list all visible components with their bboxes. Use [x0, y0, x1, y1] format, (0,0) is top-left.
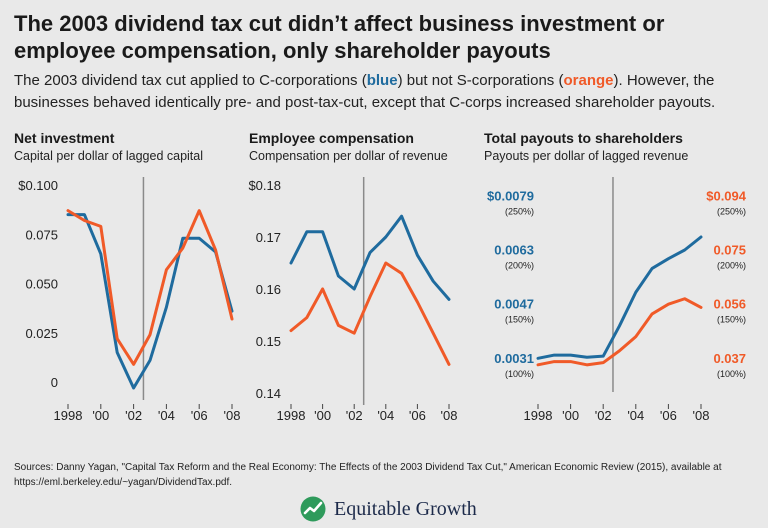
x-tick-label: '08 — [693, 408, 710, 423]
y-tick-pct-right: (150%) — [717, 315, 746, 325]
panel-1-subtitle: Capital per dollar of lagged capital — [14, 149, 204, 163]
panel-1-title: Net investment — [14, 130, 115, 146]
subtitle-part-2: ) but not S-corporations ( — [397, 72, 564, 89]
logo-icon — [300, 496, 326, 522]
x-tick-label: 1998 — [54, 408, 83, 423]
equitable-growth-logo: Equitable Growth — [300, 496, 477, 522]
y-tick-label: 0.14 — [256, 386, 281, 401]
sources-note: Sources: Danny Yagan, "Capital Tax Refor… — [14, 462, 722, 488]
y-tick-label-left: 0.0047 — [494, 297, 534, 312]
y-tick-pct-left: (200%) — [505, 260, 534, 270]
y-tick-label-left: 0.0063 — [494, 242, 534, 257]
y-tick-label: $0.18 — [248, 178, 281, 193]
x-tick-label: '06 — [191, 408, 208, 423]
x-tick-label: '02 — [346, 408, 363, 423]
series-line-s-corporations — [289, 261, 451, 366]
y-tick-label-left: $0.0079 — [487, 188, 534, 203]
series-line-c-corporations — [289, 214, 451, 301]
x-tick-label: '06 — [409, 408, 426, 423]
y-tick-label: 0.16 — [256, 282, 281, 297]
x-tick-label: '04 — [158, 408, 175, 423]
subtitle-part-1: The 2003 dividend tax cut applied to C-c… — [14, 72, 367, 89]
x-tick-label: '02 — [125, 408, 142, 423]
subtitle-part-3: ). However, the businesses behaved ident… — [14, 72, 716, 111]
series-line-c-corporations — [66, 213, 234, 390]
y-tick-label: 0.15 — [256, 334, 281, 349]
x-tick-label: '08 — [224, 408, 241, 423]
y-tick-label: 0 — [51, 375, 58, 390]
series-line-s-corporations — [66, 209, 234, 366]
x-tick-label: '04 — [377, 408, 394, 423]
chart-title: The 2003 dividend tax cut didn’t affect … — [14, 11, 665, 63]
y-tick-label: 0.025 — [25, 326, 58, 341]
y-tick-label: 0.17 — [256, 230, 281, 245]
x-tick-label: '04 — [627, 408, 644, 423]
panel-3-subtitle: Payouts per dollar of lagged revenue — [484, 149, 689, 163]
y-tick-label-right: 0.037 — [713, 351, 746, 366]
subtitle-orange-keyword: orange — [563, 72, 614, 89]
y-tick-pct-right: (250%) — [717, 206, 746, 216]
logo-text: Equitable Growth — [334, 497, 477, 520]
y-tick-label: 0.075 — [25, 227, 58, 242]
x-tick-label: '00 — [562, 408, 579, 423]
chart-subtitle: The 2003 dividend tax cut applied to C-c… — [14, 70, 759, 114]
panel-2-title: Employee compensation — [249, 130, 414, 146]
x-tick-label: '02 — [595, 408, 612, 423]
subtitle-blue-keyword: blue — [366, 72, 398, 89]
y-tick-label-right: $0.094 — [706, 188, 747, 203]
panel-2-subtitle: Compensation per dollar of revenue — [249, 149, 448, 163]
series-line-s-corporations — [536, 297, 703, 367]
y-tick-label-right: 0.056 — [713, 297, 746, 312]
series-line-c-corporations — [536, 235, 703, 360]
y-tick-label-left: 0.0031 — [494, 351, 534, 366]
x-tick-label: '08 — [441, 408, 458, 423]
y-tick-label: $0.100 — [18, 178, 58, 193]
y-tick-pct-right: (200%) — [717, 260, 746, 270]
y-tick-pct-right: (100%) — [717, 369, 746, 379]
y-tick-pct-left: (100%) — [505, 369, 534, 379]
x-tick-label: '00 — [314, 408, 331, 423]
y-tick-pct-left: (150%) — [505, 315, 534, 325]
x-tick-label: 1998 — [524, 408, 553, 423]
x-tick-label: '00 — [92, 408, 109, 423]
x-tick-label: 1998 — [277, 408, 306, 423]
panel-3-title: Total payouts to shareholders — [484, 130, 683, 146]
y-tick-label-right: 0.075 — [713, 242, 746, 257]
y-tick-pct-left: (250%) — [505, 206, 534, 216]
x-tick-label: '06 — [660, 408, 677, 423]
y-tick-label: 0.050 — [25, 277, 58, 292]
